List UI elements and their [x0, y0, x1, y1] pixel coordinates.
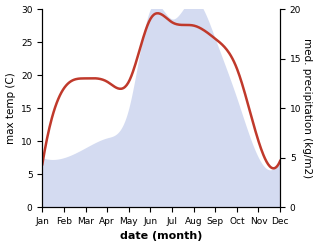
Y-axis label: med. precipitation (kg/m2): med. precipitation (kg/m2) [302, 38, 313, 178]
X-axis label: date (month): date (month) [120, 231, 203, 242]
Y-axis label: max temp (C): max temp (C) [5, 72, 16, 144]
